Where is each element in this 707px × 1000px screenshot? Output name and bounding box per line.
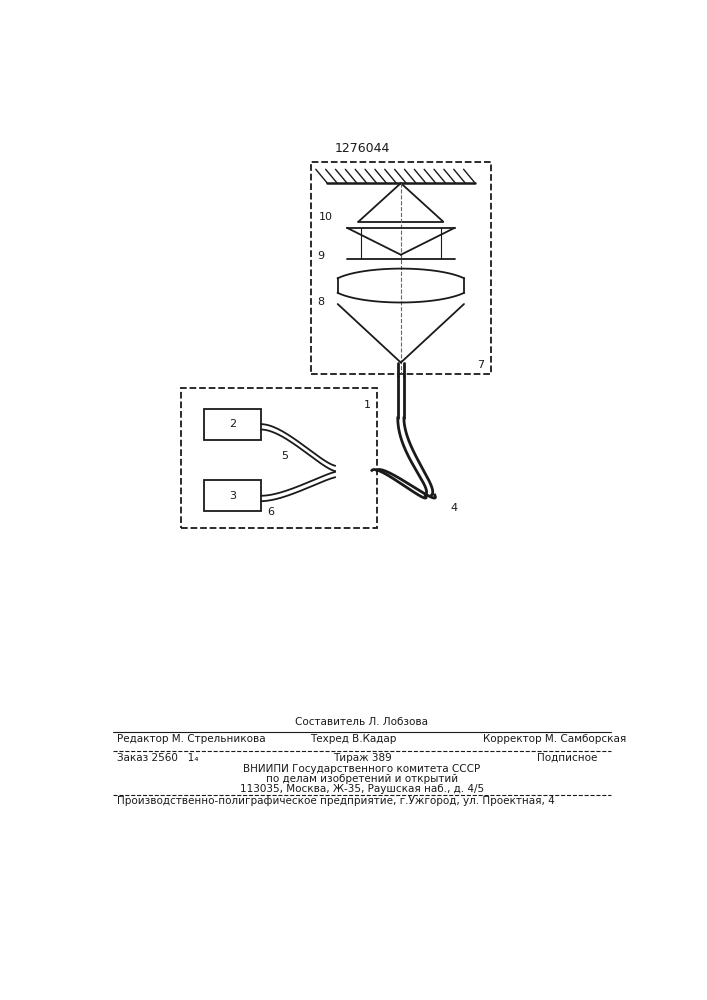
Text: 4: 4 — [451, 503, 458, 513]
Bar — [204, 480, 261, 511]
Bar — [181, 388, 377, 528]
Text: 6: 6 — [267, 507, 274, 517]
Text: Редактор М. Стрельникова: Редактор М. Стрельникова — [117, 734, 266, 744]
Text: Производственно-полиграфическое предприятие, г.Ужгород, ул. Проектная, 4: Производственно-полиграфическое предприя… — [117, 796, 555, 806]
Bar — [204, 409, 261, 440]
Text: 9: 9 — [317, 251, 325, 261]
Text: 2: 2 — [229, 419, 236, 429]
Text: 5: 5 — [281, 451, 288, 461]
Text: Корректор М. Самборская: Корректор М. Самборская — [483, 734, 626, 744]
Text: Подписное: Подписное — [537, 753, 597, 763]
Text: 3: 3 — [229, 491, 236, 501]
Text: 1276044: 1276044 — [334, 142, 390, 155]
Text: Тираж 389: Тираж 389 — [332, 753, 392, 763]
Text: 8: 8 — [317, 297, 325, 307]
Text: 10: 10 — [319, 212, 333, 222]
Text: ВНИИПИ Государственного комитета СССР: ВНИИПИ Государственного комитета СССР — [243, 764, 481, 774]
Text: по делам изобретений и открытий: по делам изобретений и открытий — [266, 774, 458, 784]
Bar — [311, 162, 491, 374]
Text: 113035, Москва, Ж-35, Раушская наб., д. 4/5: 113035, Москва, Ж-35, Раушская наб., д. … — [240, 784, 484, 794]
Text: 1: 1 — [363, 400, 370, 410]
Text: Заказ 2560   1₄: Заказ 2560 1₄ — [117, 753, 199, 763]
Text: Составитель Л. Лобзова: Составитель Л. Лобзова — [296, 717, 428, 727]
Text: Техред В.Кадар: Техред В.Кадар — [310, 734, 396, 744]
Text: 7: 7 — [477, 360, 484, 370]
